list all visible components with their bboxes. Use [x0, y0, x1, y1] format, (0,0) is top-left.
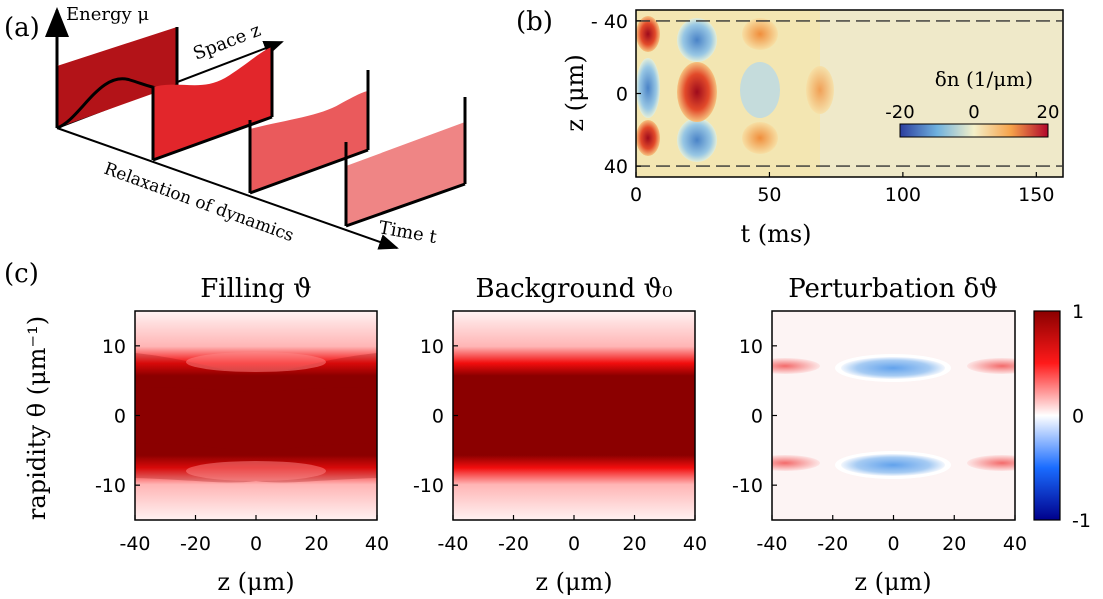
heatmap-b-xlabel: t (ms)	[740, 220, 811, 248]
y-tick-label: 10	[102, 336, 126, 358]
x-tick-label: -20	[180, 533, 211, 555]
x-tick-label: 50	[757, 184, 781, 206]
colorbar-tick-label: -20	[885, 102, 914, 123]
y-tick-label: 10	[420, 336, 444, 358]
panel-label-b: (b)	[516, 7, 553, 37]
schematic-panel-a: (a) Energy μ Space z Time t Relaxation o…	[4, 4, 467, 250]
heatmap-c-colorbar	[1033, 310, 1061, 521]
colorbar-c-tick-label: 0	[1072, 406, 1084, 428]
slice-3-fill	[250, 91, 368, 193]
heatmap-c3-xlabel: z (μm)	[854, 568, 931, 596]
y-tick-label: 0	[616, 84, 628, 106]
y-tick-label: - 40	[591, 11, 628, 33]
y-tick-label: 10	[739, 336, 763, 358]
x-tick-label: 20	[304, 533, 328, 555]
heatmap-b-dashed-lines	[636, 20, 1063, 167]
space-axis-label: Space z	[190, 20, 263, 65]
x-tick-label: 20	[622, 533, 646, 555]
slice-4-fill	[346, 122, 465, 226]
x-tick-label: -40	[119, 533, 150, 555]
y-tick-label: 0	[751, 406, 763, 428]
slice-2-fill	[153, 47, 272, 160]
x-tick-label: -40	[437, 533, 468, 555]
energy-axis-label: Energy μ	[66, 4, 149, 25]
colorbar-c-tick-label: 1	[1072, 301, 1084, 323]
heatmap-c1-xlabel: z (μm)	[217, 568, 294, 596]
heatmap-c1-ylabel: rapidity θ (μm⁻¹)	[23, 316, 51, 520]
heatmap-c3-title: Perturbation δϑ	[788, 274, 998, 304]
x-tick-label: -20	[817, 533, 848, 555]
x-tick-label: 0	[887, 533, 899, 555]
heatmap-c3-image	[772, 311, 1015, 520]
y-tick-label: -10	[95, 475, 126, 497]
colorbar-tick-label: 20	[1037, 102, 1060, 123]
x-tick-label: 150	[1018, 184, 1054, 206]
heatmap-c2-image	[453, 311, 695, 520]
x-tick-label: -20	[498, 533, 529, 555]
colorbar-tick-label: 0	[968, 102, 979, 123]
x-tick-label: 20	[942, 533, 966, 555]
heatmap-c2-title: Background ϑ₀	[475, 274, 672, 304]
panel-c: (c) Filling ϑ -40 -20 0 20 40 100-10 z (μm) …	[4, 259, 1091, 596]
x-tick-label: 0	[630, 184, 642, 206]
heatmap-b-colorbar	[899, 123, 1049, 138]
heatmap-b-image	[636, 10, 1063, 177]
heatmap-b-ylabel: z (μm)	[561, 54, 589, 131]
x-tick-label: 0	[568, 533, 580, 555]
heatmap-c2-xlabel: z (μm)	[535, 568, 612, 596]
y-tick-label: 40	[604, 156, 628, 178]
y-tick-label: -10	[732, 475, 763, 497]
y-tick-label: 0	[432, 406, 444, 428]
y-tick-label: -10	[413, 475, 444, 497]
x-tick-label: -40	[756, 533, 787, 555]
x-tick-label: 100	[885, 184, 921, 206]
time-axis-arrow	[56, 127, 399, 250]
heatmap-c1-title: Filling ϑ	[200, 274, 312, 304]
x-tick-label: 40	[1003, 533, 1027, 555]
x-tick-label: 0	[250, 533, 262, 555]
colorbar-c-tick-label: -1	[1072, 510, 1091, 532]
x-tick-label: 40	[365, 533, 389, 555]
heatmap-b-colorbar-label: δn (1/μm)	[935, 67, 1033, 91]
heatmap-c1-image	[135, 311, 377, 520]
panel-label-a: (a)	[4, 13, 40, 43]
x-tick-label: 40	[683, 533, 707, 555]
y-tick-label: 0	[114, 406, 126, 428]
panel-label-c: (c)	[4, 259, 39, 289]
